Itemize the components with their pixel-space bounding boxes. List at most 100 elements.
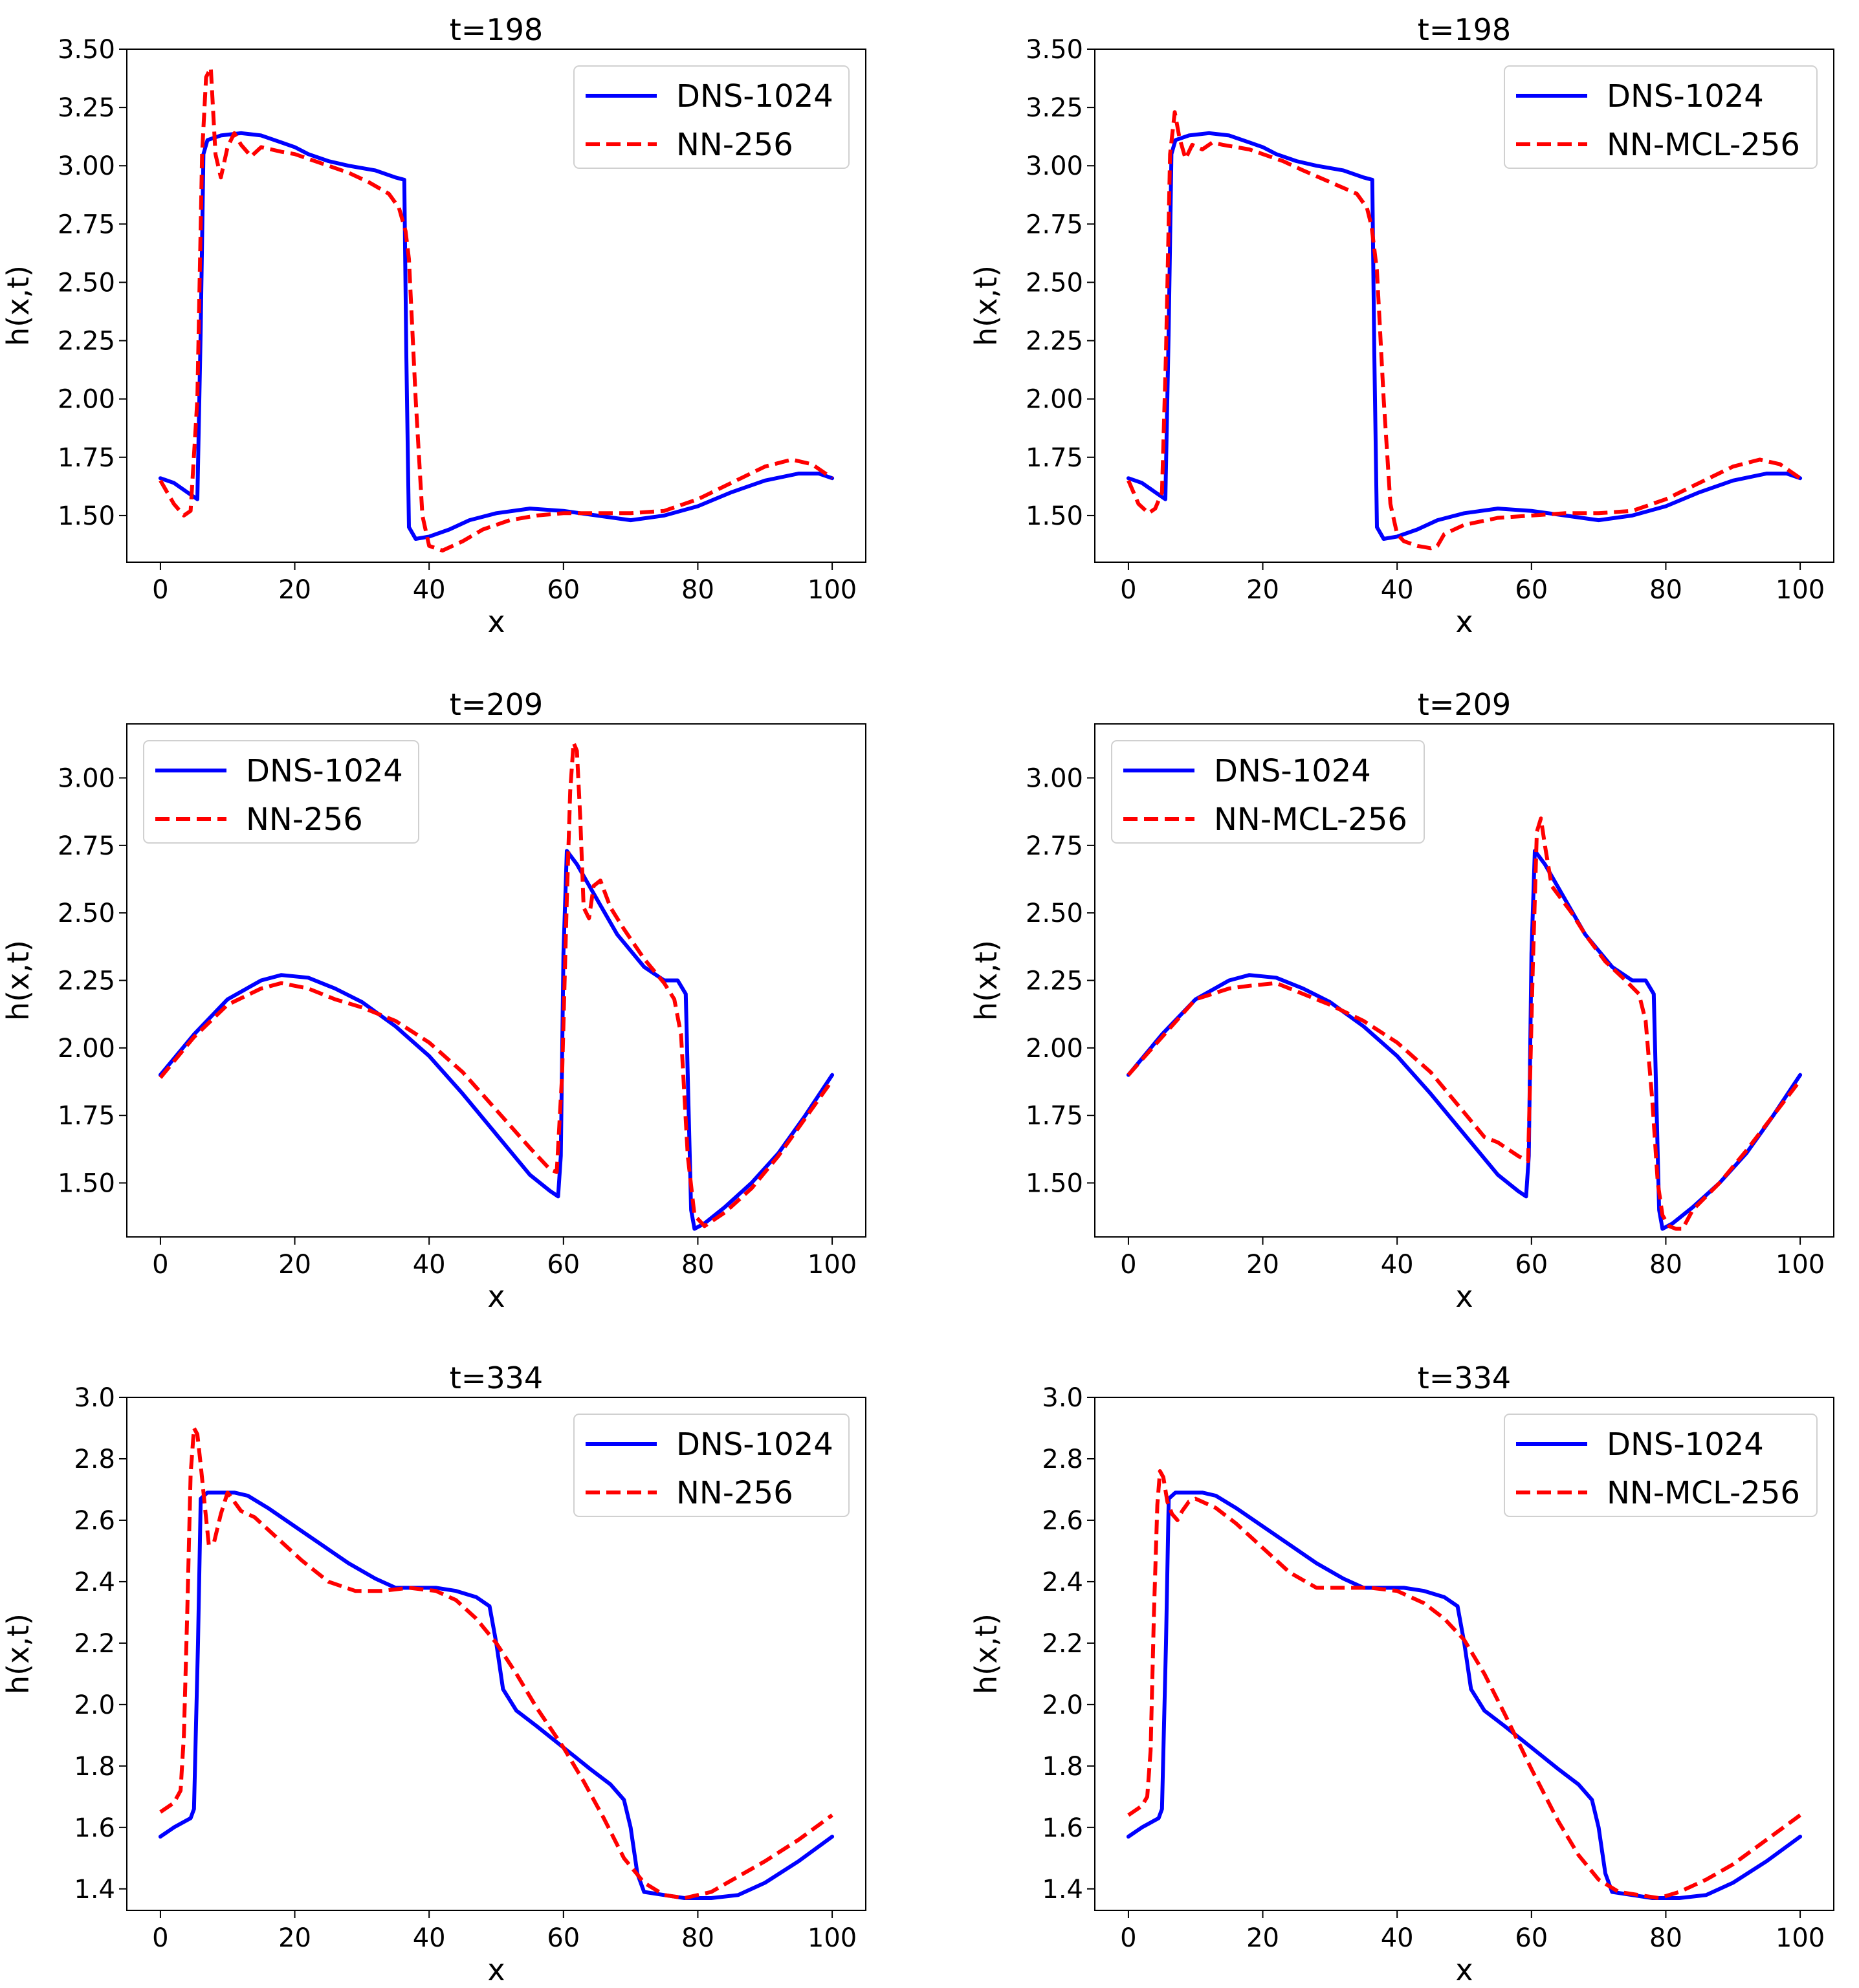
plot-title: t=334 bbox=[1418, 1360, 1511, 1395]
x-tick-label: 20 bbox=[1246, 1923, 1279, 1953]
y-tick-label: 2.50 bbox=[1026, 899, 1083, 928]
x-tick-label: 80 bbox=[1649, 1923, 1682, 1953]
x-tick-label: 20 bbox=[278, 1250, 311, 1280]
y-tick-label: 2.75 bbox=[1026, 831, 1083, 861]
plot-title: t=198 bbox=[1418, 12, 1511, 47]
y-tick-label: 2.50 bbox=[58, 268, 115, 298]
series-line-nn-256 bbox=[159, 741, 834, 1229]
x-tick-label: 40 bbox=[1381, 1923, 1414, 1953]
y-axis-label: h(x,t) bbox=[969, 940, 1004, 1021]
x-axis-label: x bbox=[1455, 604, 1473, 639]
x-tick-label: 20 bbox=[1246, 1250, 1279, 1280]
x-tick-label: 60 bbox=[1515, 575, 1548, 605]
x-tick-label: 100 bbox=[808, 1923, 857, 1953]
series-line-dns-1024 bbox=[158, 849, 835, 1231]
x-tick-label: 20 bbox=[278, 575, 311, 605]
y-tick-label: 1.50 bbox=[1026, 501, 1083, 531]
legend: DNS-1024 NN-256 bbox=[143, 740, 419, 844]
x-tick-label: 0 bbox=[1120, 575, 1136, 605]
plot-frame bbox=[1094, 1397, 1834, 1911]
legend-label: DNS-1024 bbox=[676, 78, 833, 115]
y-tick-label: 2.25 bbox=[1026, 327, 1083, 356]
y-tick-label: 2.4 bbox=[1042, 1567, 1083, 1597]
y-tick-label: 1.6 bbox=[1042, 1813, 1083, 1843]
subplot: 0 20 40 60 80 100 1.50 1.75 2.00 2.25 2.50 2.75 3.00… bbox=[1, 12, 866, 639]
x-tick-label: 80 bbox=[681, 1923, 714, 1953]
series-line-dns-1024 bbox=[158, 1491, 835, 1900]
y-tick-label: 1.4 bbox=[1042, 1875, 1083, 1905]
y-tick-label: 1.50 bbox=[58, 1169, 115, 1199]
subplot: 0 20 40 60 80 100 1.50 1.75 2.00 2.25 2.50 2.75 3.00… bbox=[969, 687, 1834, 1314]
y-tick-label: 2.6 bbox=[74, 1506, 115, 1536]
y-tick-label: 1.75 bbox=[58, 443, 115, 473]
y-tick-label: 1.75 bbox=[1026, 443, 1083, 473]
x-tick-label: 60 bbox=[547, 575, 580, 605]
y-tick-label: 1.8 bbox=[1042, 1752, 1083, 1782]
legend-box bbox=[143, 740, 419, 844]
y-tick-label: 1.6 bbox=[74, 1813, 115, 1843]
plot-title: t=198 bbox=[450, 12, 543, 47]
legend-box bbox=[573, 1414, 850, 1517]
series-line-dns-1024 bbox=[1126, 1491, 1803, 1900]
series-line-dns-1024 bbox=[1126, 131, 1803, 541]
series-line-nn-256 bbox=[159, 65, 833, 552]
y-tick-label: 3.50 bbox=[1026, 35, 1083, 65]
x-tick-label: 100 bbox=[1776, 575, 1825, 605]
x-tick-label: 80 bbox=[1649, 575, 1682, 605]
legend-label: DNS-1024 bbox=[246, 753, 403, 789]
y-tick-label: 3.0 bbox=[74, 1383, 115, 1413]
legend-label: DNS-1024 bbox=[1214, 753, 1371, 789]
y-tick-label: 2.25 bbox=[58, 967, 115, 996]
y-tick-label: 2.4 bbox=[74, 1567, 115, 1597]
y-tick-label: 2.50 bbox=[1026, 268, 1083, 298]
y-tick-label: 2.50 bbox=[58, 899, 115, 928]
y-axis-label: h(x,t) bbox=[1, 265, 36, 346]
y-tick-label: 3.0 bbox=[1042, 1383, 1083, 1413]
y-tick-label: 1.4 bbox=[74, 1875, 115, 1905]
x-tick-label: 40 bbox=[1381, 575, 1414, 605]
x-tick-label: 80 bbox=[681, 575, 714, 605]
plot-title: t=209 bbox=[1418, 687, 1511, 722]
x-tick-label: 80 bbox=[681, 1250, 714, 1280]
y-tick-label: 1.75 bbox=[1026, 1101, 1083, 1131]
x-tick-label: 40 bbox=[1381, 1250, 1414, 1280]
y-tick-label: 2.0 bbox=[74, 1690, 115, 1720]
legend-label: DNS-1024 bbox=[676, 1426, 833, 1463]
series-line-nn-mcl-256 bbox=[1127, 1469, 1801, 1900]
x-tick-label: 40 bbox=[413, 575, 446, 605]
x-axis-label: x bbox=[487, 1952, 505, 1987]
series-line-dns-1024 bbox=[158, 131, 835, 541]
x-tick-label: 0 bbox=[1120, 1923, 1136, 1953]
legend-label: DNS-1024 bbox=[1607, 1426, 1764, 1463]
plot-frame bbox=[126, 49, 866, 563]
x-tick-label: 100 bbox=[1776, 1250, 1825, 1280]
x-tick-label: 100 bbox=[808, 1250, 857, 1280]
x-tick-label: 60 bbox=[1515, 1923, 1548, 1953]
x-axis-label: x bbox=[487, 1279, 505, 1314]
x-tick-label: 100 bbox=[808, 575, 857, 605]
plot-title: t=209 bbox=[450, 687, 543, 722]
legend-label: NN-256 bbox=[676, 127, 793, 163]
y-tick-label: 2.0 bbox=[1042, 1690, 1083, 1720]
y-tick-label: 3.25 bbox=[58, 93, 115, 123]
series-line-nn-mcl-256 bbox=[1127, 110, 1801, 551]
x-tick-label: 60 bbox=[547, 1923, 580, 1953]
x-tick-label: 80 bbox=[1649, 1250, 1682, 1280]
y-tick-label: 2.75 bbox=[1026, 210, 1083, 239]
x-tick-label: 60 bbox=[547, 1250, 580, 1280]
y-tick-label: 2.2 bbox=[74, 1629, 115, 1659]
x-tick-label: 0 bbox=[152, 1923, 168, 1953]
y-tick-label: 2.00 bbox=[1026, 1034, 1083, 1064]
plot-frame bbox=[126, 1397, 866, 1911]
legend-label: NN-256 bbox=[676, 1475, 793, 1511]
y-tick-label: 2.00 bbox=[58, 1034, 115, 1064]
y-tick-label: 1.8 bbox=[74, 1752, 115, 1782]
y-tick-label: 3.50 bbox=[58, 35, 115, 65]
y-tick-label: 2.6 bbox=[1042, 1506, 1083, 1536]
y-tick-label: 2.25 bbox=[58, 327, 115, 356]
x-tick-label: 0 bbox=[152, 575, 168, 605]
x-axis-label: x bbox=[487, 604, 505, 639]
legend: DNS-1024 NN-256 bbox=[573, 65, 850, 169]
legend-label: DNS-1024 bbox=[1607, 78, 1764, 115]
